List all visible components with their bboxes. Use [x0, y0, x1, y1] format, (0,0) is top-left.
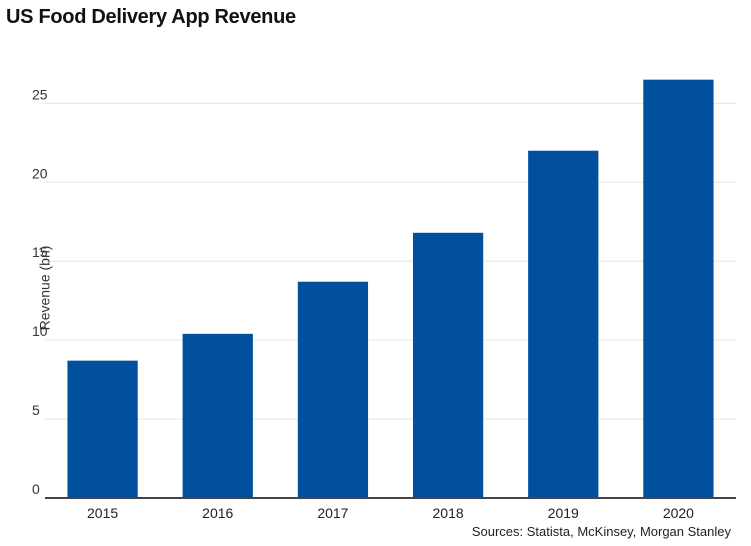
x-tick-label: 2018	[433, 505, 464, 521]
chart-source: Sources: Statista, McKinsey, Morgan Stan…	[471, 524, 731, 539]
x-tick-label: 2019	[548, 505, 579, 521]
bar-2018	[412, 232, 484, 499]
y-axis-ticks: 0 5 10 15 20 25	[32, 86, 48, 497]
bar-2016	[182, 333, 253, 498]
bar-2015	[67, 360, 138, 498]
x-axis-ticks: 2015 2016 2017 2018 2019 2020	[87, 505, 694, 521]
x-tick-label: 2020	[663, 505, 694, 521]
x-tick-label: 2016	[202, 505, 233, 521]
bar-2019	[528, 150, 599, 498]
x-tick-label: 2017	[317, 505, 348, 521]
y-tick-label: 15	[32, 244, 48, 260]
bars	[67, 79, 714, 499]
gridlines	[45, 102, 736, 420]
x-tick-label: 2015	[87, 505, 118, 521]
y-tick-label: 5	[32, 402, 40, 418]
bar-2020	[643, 79, 714, 498]
y-axis-label: Revenue (bn)	[36, 245, 53, 331]
y-tick-label: 10	[32, 323, 48, 339]
y-tick-label: 25	[32, 86, 48, 102]
y-tick-label: 20	[32, 165, 48, 181]
bar-2017	[297, 281, 369, 498]
y-tick-label: 0	[32, 481, 40, 497]
chart-title: US Food Delivery App Revenue	[6, 6, 296, 28]
